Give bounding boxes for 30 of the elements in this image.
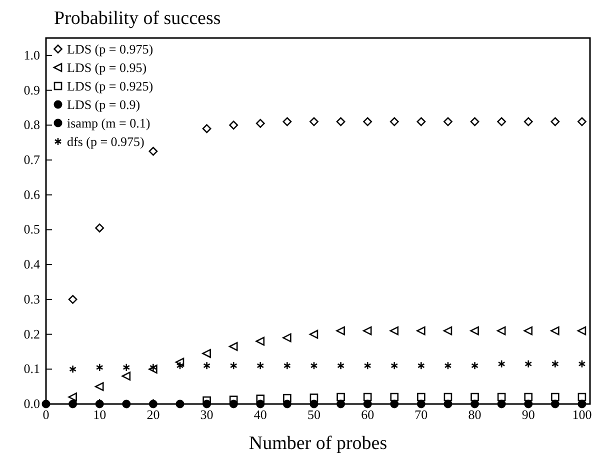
x-tick-label: 70 — [414, 407, 428, 422]
x-tick-label: 90 — [522, 407, 535, 422]
y-tick-label: 0.2 — [24, 326, 40, 342]
y-tick-label: 0.5 — [24, 222, 40, 237]
y-tick-label: 0.7 — [24, 152, 40, 167]
y-tick-label: 0.4 — [24, 256, 40, 272]
y-tick-label: 0.1 — [24, 361, 40, 376]
legend-label: LDS (p = 0.925) — [67, 78, 154, 94]
y-tick-label: 0.8 — [24, 117, 40, 132]
x-axis-title: Number of probes — [248, 433, 388, 454]
y-tick-label: 0.6 — [24, 186, 40, 202]
legend-label: LDS (p = 0.95) — [67, 60, 147, 75]
x-tick-label: 50 — [307, 407, 320, 422]
x-tick-label: 40 — [254, 407, 267, 422]
y-tick-label: 0.9 — [24, 82, 40, 98]
x-tick-label: 20 — [146, 407, 160, 422]
x-tick-label: 80 — [468, 407, 482, 422]
y-tick-label: 0.0 — [24, 396, 40, 411]
x-tick-label: 60 — [361, 407, 374, 422]
y-tick-label: 0.3 — [24, 291, 40, 306]
legend-label: dfs (p = 0.975) — [67, 134, 144, 149]
legend-label: LDS (p = 0.9) — [67, 97, 140, 112]
y-axis-title: Probability of success — [54, 8, 221, 29]
legend-label: isamp (m = 0.1) — [67, 116, 150, 130]
y-tick-label: 1.0 — [24, 47, 40, 62]
x-tick-label: 0 — [42, 407, 50, 422]
x-tick-label: 30 — [200, 407, 214, 422]
x-tick-label: 100 — [572, 407, 592, 422]
legend-label: LDS (p = 0.975) — [67, 42, 154, 56]
x-tick-label: 10 — [93, 407, 106, 422]
